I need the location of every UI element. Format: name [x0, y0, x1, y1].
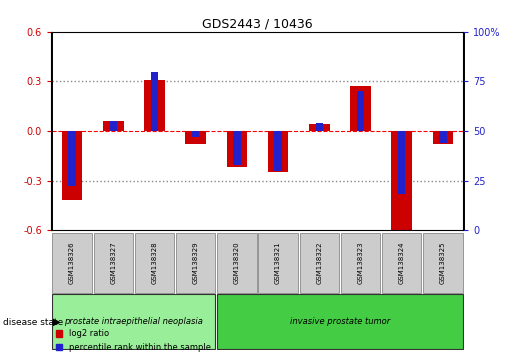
Bar [68, 131, 76, 187]
Legend: log2 ratio, percentile rank within the sample: log2 ratio, percentile rank within the s… [56, 330, 211, 352]
Bar [192, 131, 199, 137]
Bar [274, 131, 282, 171]
Bar [300, 233, 339, 293]
Title: GDS2443 / 10436: GDS2443 / 10436 [202, 18, 313, 31]
Bar [433, 131, 453, 144]
Bar [176, 233, 215, 293]
Text: GSM138324: GSM138324 [399, 241, 405, 284]
Bar [259, 233, 298, 293]
Bar [103, 121, 124, 131]
Text: GSM138326: GSM138326 [69, 241, 75, 284]
Bar [217, 294, 462, 349]
Bar [391, 131, 412, 230]
Bar [151, 72, 158, 131]
Bar [53, 233, 92, 293]
Bar [350, 86, 371, 131]
Text: GSM138325: GSM138325 [440, 241, 446, 284]
Text: disease state: disease state [3, 318, 63, 327]
Bar [227, 131, 247, 167]
Text: GSM138329: GSM138329 [193, 241, 199, 284]
Text: GSM138323: GSM138323 [357, 241, 364, 284]
Bar [341, 233, 380, 293]
Bar [94, 233, 133, 293]
Bar [268, 131, 288, 172]
Text: prostate intraepithelial neoplasia: prostate intraepithelial neoplasia [64, 317, 203, 326]
Bar [233, 131, 241, 165]
Bar [439, 131, 447, 143]
Bar [398, 131, 405, 194]
Bar [53, 294, 215, 349]
Bar [217, 233, 256, 293]
Text: GSM138327: GSM138327 [110, 241, 116, 284]
Bar [382, 233, 421, 293]
Bar [316, 123, 323, 131]
Text: GSM138321: GSM138321 [275, 241, 281, 284]
Text: GSM138328: GSM138328 [151, 241, 158, 284]
Bar [144, 80, 165, 131]
Bar [62, 131, 82, 200]
Text: GSM138320: GSM138320 [234, 241, 240, 284]
Bar [423, 233, 462, 293]
Bar [185, 131, 206, 144]
Text: ▶: ▶ [53, 317, 61, 327]
Bar [357, 91, 364, 131]
Text: GSM138322: GSM138322 [316, 241, 322, 284]
Text: invasive prostate tumor: invasive prostate tumor [290, 317, 390, 326]
Bar [135, 233, 174, 293]
Bar [110, 121, 117, 131]
Bar [309, 124, 330, 131]
